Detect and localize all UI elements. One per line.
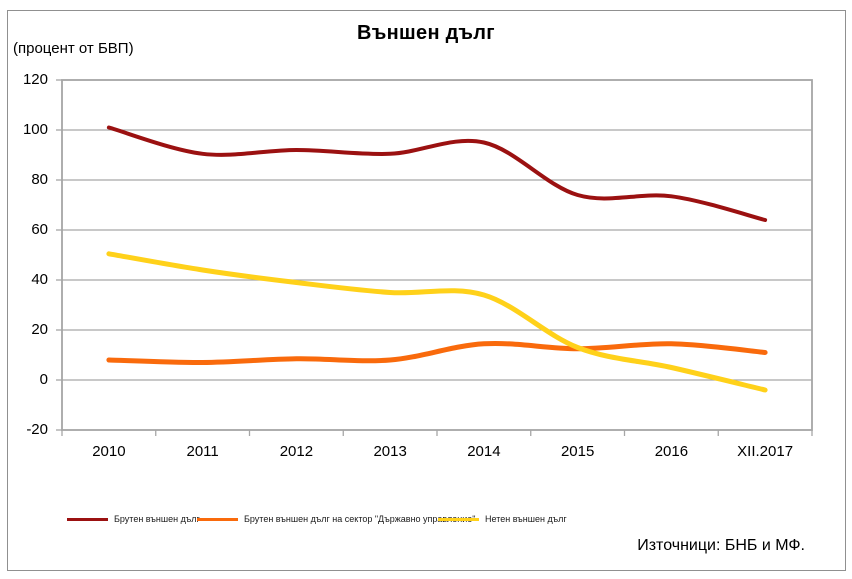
legend-label: Брутен външен дълг на сектор "Държавно у… [244,514,476,524]
x-axis-tick-label: 2012 [279,443,314,460]
data-series-line [106,251,768,393]
y-axis-tick-label: 20 [31,321,48,338]
legend-item: Брутен външен дълг [67,512,200,526]
data-series-lines [106,125,768,393]
legend-item: Нетен външен дълг [438,512,567,526]
y-axis-unit-label: (процент от БВП) [13,40,134,57]
legend-swatch-line [438,517,479,521]
y-axis-tick-label: -20 [26,421,48,438]
legend-swatch-line [67,517,108,521]
y-axis-tick-label: 120 [22,71,48,88]
source-note: Източници: БНБ и МФ. [637,537,805,554]
legend-label: Нетен външен дълг [485,514,567,524]
x-axis-tick-label: 2013 [373,443,407,460]
y-axis-tick-label: 60 [31,221,48,238]
x-axis-tick-label: 2011 [186,443,219,460]
y-axis-tick-label: 100 [22,121,48,138]
plot-border [61,79,813,431]
data-series-line [106,125,768,222]
legend-item: Брутен външен дълг на сектор "Държавно у… [197,512,475,526]
y-axis-tick-label: 40 [31,271,48,288]
x-axis-tick-label: 2010 [92,443,126,460]
chart-frame-border [7,10,846,571]
x-axis-tick-label: 2016 [654,443,689,460]
legend-swatch-line [197,517,238,521]
x-axis-tick-label: 2015 [560,443,595,460]
y-axis-tick-label: 0 [39,371,48,388]
x-axis-tick-label: XII.2017 [737,443,794,460]
x-axis-tick-label: 2014 [467,443,501,460]
y-axis-tick-label: 80 [31,171,48,188]
data-series-line [106,340,768,366]
chart-title: Външен дълг [357,22,495,44]
axis-ticks [56,79,813,436]
grid-lines [62,129,812,381]
legend: Брутен външен дълг Брутен външен дълг на … [0,512,600,528]
legend-label: Брутен външен дълг [114,514,200,524]
